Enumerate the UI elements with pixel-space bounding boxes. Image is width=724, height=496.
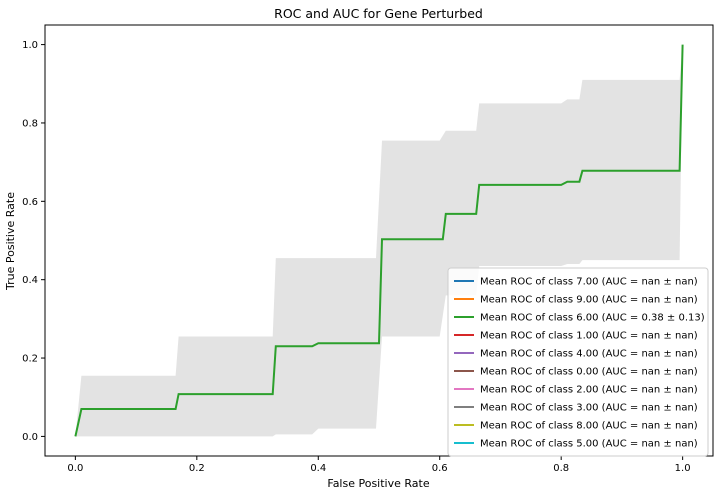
y-tick-label: 0.2 bbox=[22, 354, 38, 365]
legend-label: Mean ROC of class 6.00 (AUC = 0.38 ± 0.1… bbox=[480, 313, 705, 324]
legend-label: Mean ROC of class 2.00 (AUC = nan ± nan) bbox=[480, 385, 698, 396]
plot-area: 0.0 0.2 0.4 0.6 0.8 1.0 0.0 0.2 0.4 0.6 0.8 1.0 bbox=[22, 24, 714, 474]
legend-label: Mean ROC of class 0.00 (AUC = nan ± nan) bbox=[480, 367, 698, 378]
legend-label: Mean ROC of class 9.00 (AUC = nan ± nan) bbox=[480, 295, 698, 306]
x-tick-label: 0.0 bbox=[67, 463, 83, 474]
legend-label: Mean ROC of class 4.00 (AUC = nan ± nan) bbox=[480, 349, 698, 360]
x-axis-title: False Positive Rate bbox=[327, 477, 429, 490]
std-band bbox=[75, 44, 683, 437]
y-tick-label: 0.0 bbox=[22, 432, 38, 443]
x-tick-label: 0.4 bbox=[310, 463, 326, 474]
x-tick-label: 0.8 bbox=[553, 463, 569, 474]
legend-label: Mean ROC of class 5.00 (AUC = nan ± nan) bbox=[480, 439, 698, 450]
axes-frame bbox=[44, 24, 714, 457]
legend-label: Mean ROC of class 8.00 (AUC = nan ± nan) bbox=[480, 421, 698, 432]
legend-label: Mean ROC of class 7.00 (AUC = nan ± nan) bbox=[480, 277, 698, 288]
y-tick-label: 1.0 bbox=[22, 40, 38, 51]
legend-label: Mean ROC of class 3.00 (AUC = nan ± nan) bbox=[480, 403, 698, 414]
legend: Mean ROC of class 7.00 (AUC = nan ± nan)… bbox=[447, 267, 709, 457]
x-tick-label: 0.2 bbox=[189, 463, 205, 474]
legend-box bbox=[447, 267, 709, 457]
y-tick-label: 0.8 bbox=[22, 118, 38, 129]
y-tick-label: 0.6 bbox=[22, 197, 38, 208]
chart-title: ROC and AUC for Gene Perturbed bbox=[274, 6, 483, 21]
mean-roc-line bbox=[74, 44, 684, 437]
x-tick-label: 0.6 bbox=[432, 463, 448, 474]
x-tick-label: 1.0 bbox=[675, 463, 691, 474]
legend-label: Mean ROC of class 1.00 (AUC = nan ± nan) bbox=[480, 331, 698, 342]
y-tick-label: 0.4 bbox=[22, 275, 38, 286]
y-axis-title: True Positive Rate bbox=[4, 192, 17, 291]
